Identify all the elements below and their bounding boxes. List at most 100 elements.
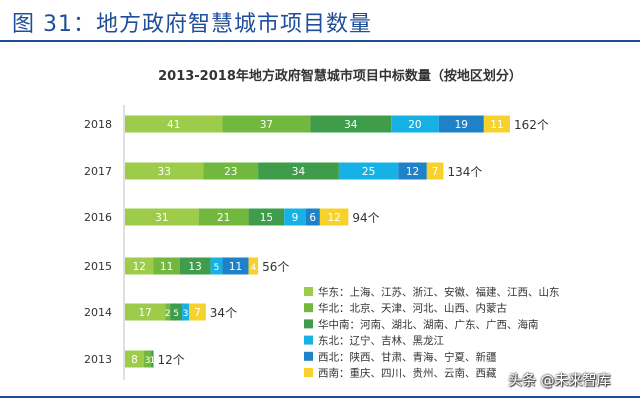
- bar-2015-series-6: [248, 257, 259, 275]
- bar-2018-series-6: [483, 115, 510, 133]
- figure-header: 图 31：地方政府智慧城市项目数量: [0, 0, 640, 44]
- y-tick-labels: 2018 2017 2016 2015 2014 2013: [84, 118, 112, 366]
- data-label-2014-series-4: 3: [183, 309, 189, 319]
- total-label-2017: 134个: [447, 165, 482, 179]
- y-tick-label-2015: 2015: [84, 260, 112, 273]
- chart-title: 2013-2018年地方政府智慧城市项目中标数量（按地区划分）: [158, 68, 522, 84]
- data-label-2018-series-3: 34: [344, 119, 358, 131]
- legend-swatch-3: [304, 319, 313, 329]
- data-label-2018-series-1: 41: [167, 119, 180, 131]
- data-label-2017-series-3: 34: [292, 166, 306, 178]
- legend-label-2: 华北：北京、天津、河北、山西、内蒙古: [318, 302, 507, 315]
- bar-2016-series-5: [305, 208, 320, 226]
- data-label-2016-series-6: 12: [327, 212, 340, 224]
- data-label-2014-series-6: 7: [194, 307, 201, 319]
- y-tick-label-2018: 2018: [84, 118, 112, 131]
- bar-segments: [125, 115, 510, 368]
- bar-2015-series-1: [125, 257, 154, 275]
- data-label-2017-series-4: 25: [362, 166, 375, 178]
- data-label-2015-series-5: 11: [229, 261, 242, 273]
- bar-2017-series-6: [426, 162, 444, 180]
- total-labels: 162个 134个 94个 56个 34个 12个: [158, 118, 549, 367]
- data-label-2016-series-1: 31: [155, 212, 168, 224]
- total-label-2013: 12个: [158, 353, 185, 367]
- data-label-2014-series-3: 5: [173, 309, 179, 319]
- bar-2018-series-3: [310, 115, 392, 133]
- data-label-2016-series-4: 9: [292, 212, 299, 224]
- legend-label-6: 西南：重庆、四川、贵州、云南、西藏: [318, 367, 497, 380]
- bar-2016-series-6: [319, 208, 349, 226]
- bar-2015-series-5: [222, 257, 249, 275]
- bar-2018-series-2: [222, 115, 311, 133]
- bar-2013-series-1: [125, 350, 145, 368]
- figure-title: 图 31：地方政府智慧城市项目数量: [12, 12, 372, 37]
- bar-2017-series-5: [398, 162, 427, 180]
- data-label-2014-series-1: 17: [139, 307, 152, 319]
- bar-2018-series-4: [391, 115, 439, 133]
- data-label-2013-series-1: 8: [131, 354, 138, 366]
- y-tick-label-2016: 2016: [84, 211, 112, 224]
- legend-swatch-4: [304, 335, 313, 345]
- data-label-2013-series-3: 1: [149, 356, 155, 366]
- legend: 华东：上海、江苏、浙江、安徽、福建、江西、山东华北：北京、天津、河北、山西、内蒙…: [304, 286, 560, 380]
- bar-2017-series-4: [338, 162, 399, 180]
- data-label-2013-series-2: 3: [145, 356, 151, 366]
- bar-2014-series-1: [125, 303, 166, 321]
- legend-swatch-6: [304, 368, 313, 377]
- legend-swatch-1: [304, 287, 313, 296]
- data-label-2014-series-2: 2: [165, 309, 171, 319]
- y-tick-label-2014: 2014: [84, 306, 112, 319]
- bar-2017-series-3: [258, 162, 339, 180]
- data-label-2015-series-3: 13: [188, 261, 201, 273]
- bar-2018-series-1: [125, 115, 223, 133]
- bar-2015-series-4: [210, 257, 223, 275]
- watermark: 头条 @未来智库: [508, 373, 611, 389]
- total-label-2016: 94个: [352, 211, 379, 225]
- header-rule: [0, 40, 640, 42]
- bar-2017-series-2: [203, 162, 259, 180]
- bar-2014-series-2: [165, 303, 171, 321]
- data-label-2016-series-2: 21: [217, 212, 230, 224]
- total-label-2015: 56个: [262, 260, 289, 274]
- bar-2015-series-3: [179, 257, 211, 275]
- legend-label-4: 东北：辽宁、吉林、黑龙江: [318, 334, 444, 347]
- y-tick-label-2013: 2013: [84, 353, 112, 366]
- legend-swatch-5: [304, 351, 313, 361]
- bar-2013-series-2: [144, 350, 152, 368]
- bar-2017-series-1: [125, 162, 204, 180]
- data-label-2017-series-1: 33: [158, 166, 171, 178]
- data-label-2016-series-5: 6: [309, 212, 316, 224]
- bar-2015-series-2: [153, 257, 180, 275]
- legend-label-3: 华中南：河南、湖北、湖南、广东、广西、海南: [318, 318, 539, 331]
- legend-label-5: 西北：陕西、甘肃、青海、宁夏、新疆: [318, 350, 497, 363]
- total-label-2018: 162个: [514, 118, 549, 132]
- data-label-2018-series-6: 11: [490, 119, 503, 131]
- bar-2018-series-5: [438, 115, 484, 133]
- bar-2013-series-3: [151, 350, 154, 368]
- bar-2016-series-3: [248, 208, 285, 226]
- bar-2016-series-1: [125, 208, 199, 226]
- legend-swatch-2: [304, 303, 313, 313]
- bar-2016-series-2: [198, 208, 249, 226]
- bottom-rule: [0, 396, 640, 398]
- data-label-2016-series-3: 15: [260, 212, 273, 224]
- bar-2014-series-6: [189, 303, 206, 321]
- y-tick-label-2017: 2017: [84, 165, 112, 178]
- bar-2016-series-4: [284, 208, 306, 226]
- bar-2014-series-4: [182, 303, 190, 321]
- data-label-2017-series-5: 12: [406, 166, 419, 178]
- data-label-2015-series-1: 12: [133, 261, 146, 273]
- data-label-2018-series-5: 19: [455, 119, 468, 131]
- data-label-2018-series-4: 20: [408, 119, 421, 131]
- legend-label-1: 华东：上海、江苏、浙江、安徽、福建、江西、山东: [318, 286, 560, 299]
- data-label-2015-series-6: 4: [250, 263, 256, 273]
- total-label-2014: 34个: [210, 306, 237, 320]
- data-label-2015-series-2: 11: [160, 261, 173, 273]
- bar-2014-series-3: [170, 303, 183, 321]
- data-label-2017-series-2: 23: [224, 166, 237, 178]
- data-label-2017-series-6: 7: [432, 166, 439, 178]
- data-label-2018-series-2: 37: [260, 119, 273, 131]
- data-label-2015-series-4: 5: [214, 263, 220, 273]
